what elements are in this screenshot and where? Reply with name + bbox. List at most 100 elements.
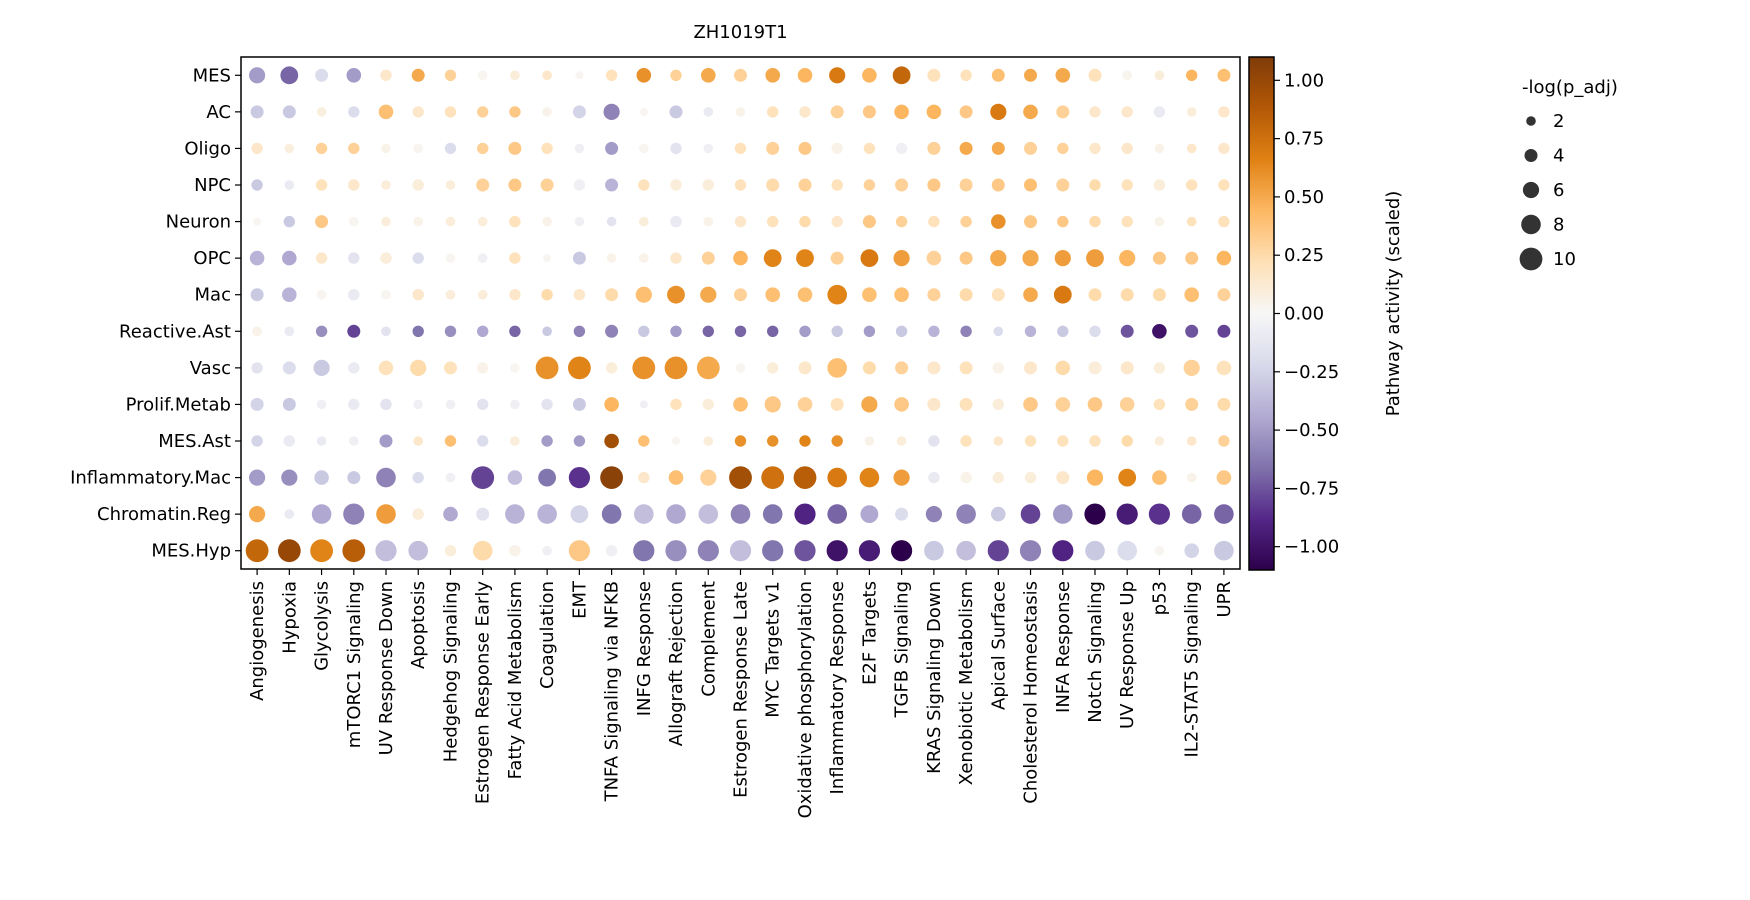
dot-Inflammatory.Mac-Oxidative phosphorylation: [793, 466, 817, 489]
dot-MES.Ast-Notch Signaling: [1089, 435, 1101, 447]
dot-OPC-UV Response Down: [380, 252, 392, 264]
dot-Prolif.Metab-EMT: [572, 397, 586, 411]
dot-Inflammatory.Mac-Hedgehog Signaling: [445, 472, 456, 483]
x-tick-label: Estrogen Response Early: [473, 581, 494, 804]
dot-OPC-mTORC1 Signaling: [348, 252, 360, 264]
dot-Inflammatory.Mac-INFA Response: [1056, 471, 1070, 485]
dot-Neuron-UV Response Down: [381, 216, 391, 227]
dot-Vasc-UV Response Down: [378, 360, 394, 376]
dot-Oligo-Apoptosis: [413, 143, 424, 154]
dot-Prolif.Metab-MYC Targets v1: [764, 396, 781, 413]
dot-MES.Hyp-KRAS Signaling Down: [924, 540, 944, 561]
dot-OPC-MYC Targets v1: [763, 249, 782, 267]
dot-MES-MYC Targets v1: [765, 68, 780, 83]
dot-OPC-Angiogenesis: [249, 250, 265, 266]
x-tick-label: E2F Targets: [859, 581, 880, 685]
dot-Inflammatory.Mac-Cholesterol Homeostasis: [1024, 471, 1037, 484]
dot-MES-Angiogenesis: [249, 67, 266, 84]
dot-Oligo-Hedgehog Signaling: [444, 142, 457, 155]
dot-Reactive.Ast-Apical Surface: [993, 326, 1004, 337]
dot-Vasc-Inflammatory Response: [827, 358, 847, 378]
dot-Mac-Xenobiotic Metabolism: [959, 288, 973, 302]
dot-Prolif.Metab-TGFB Signaling: [894, 397, 909, 412]
dot-Neuron-Apical Surface: [991, 214, 1006, 229]
dot-MES.Hyp-mTORC1 Signaling: [342, 539, 366, 563]
dot-Neuron-Hypoxia: [283, 215, 295, 228]
dot-Neuron-KRAS Signaling Down: [928, 215, 940, 228]
dot-Neuron-EMT: [574, 216, 585, 227]
dot-MES.Ast-mTORC1 Signaling: [349, 436, 359, 446]
dot-MES.Ast-E2F Targets: [864, 436, 875, 446]
dot-Vasc-Complement: [696, 356, 720, 380]
dot-MES.Hyp-TNFA Signaling via NFKB: [605, 545, 618, 557]
dot-Neuron-Inflammatory Response: [831, 215, 843, 228]
dot-Neuron-Complement: [703, 216, 714, 227]
dot-MES-TNFA Signaling via NFKB: [605, 69, 618, 82]
dot-Prolif.Metab-mTORC1 Signaling: [348, 398, 360, 411]
dot-NPC-Estrogen Response Late: [734, 179, 747, 191]
dot-Inflammatory.Mac-Angiogenesis: [249, 469, 266, 486]
size-legend-marker: [1524, 149, 1538, 162]
dot-AC-Hedgehog Signaling: [444, 106, 457, 118]
dot-OPC-KRAS Signaling Down: [926, 250, 942, 266]
dot-MES.Ast-Oxidative phosphorylation: [799, 435, 811, 447]
dot-MES.Hyp-Glycolysis: [310, 539, 333, 563]
dot-MES.Hyp-Complement: [697, 540, 719, 562]
dot-Reactive.Ast-Xenobiotic Metabolism: [960, 325, 972, 337]
dot-Reactive.Ast-E2F Targets: [863, 325, 876, 337]
dot-Mac-Apoptosis: [412, 289, 424, 301]
dot-NPC-Xenobiotic Metabolism: [959, 178, 973, 192]
dot-NPC-Hedgehog Signaling: [445, 180, 456, 190]
dot-Chromatin.Reg-Inflammatory Response: [827, 504, 847, 524]
y-tick-label: MES.Hyp: [151, 541, 231, 562]
dot-MES-Notch Signaling: [1088, 68, 1102, 82]
dot-MES-Complement: [701, 68, 716, 83]
dot-OPC-Coagulation: [543, 254, 552, 263]
dot-Vasc-Notch Signaling: [1088, 361, 1102, 375]
dot-Inflammatory.Mac-Coagulation: [538, 468, 556, 487]
dot-MES.Hyp-UV Response Down: [375, 540, 397, 562]
dot-Reactive.Ast-Estrogen Response Late: [734, 325, 747, 337]
dot-MES-p53: [1154, 70, 1165, 81]
dot-NPC-Notch Signaling: [1089, 179, 1101, 191]
dot-MES.Ast-Inflammatory Response: [831, 435, 843, 447]
dot-Inflammatory.Mac-UV Response Down: [376, 467, 396, 488]
colorbar-tick-label: −0.75: [1284, 478, 1339, 499]
dot-Prolif.Metab-Inflammatory Response: [830, 397, 844, 411]
dot-OPC-Apical Surface: [990, 250, 1007, 267]
dot-Reactive.Ast-Apoptosis: [412, 325, 424, 337]
dot-MES.Hyp-Apical Surface: [987, 540, 1009, 562]
dot-Inflammatory.Mac-Xenobiotic Metabolism: [960, 471, 972, 484]
dot-MES-mTORC1 Signaling: [346, 68, 362, 83]
x-tick-label: Notch Signaling: [1085, 581, 1106, 723]
dot-MES.Ast-KRAS Signaling Down: [928, 435, 940, 447]
y-tick-label: Oligo: [184, 138, 231, 159]
dot-Prolif.Metab-KRAS Signaling Down: [927, 397, 941, 411]
dot-AC-mTORC1 Signaling: [348, 106, 360, 118]
dot-AC-Coagulation: [542, 107, 552, 117]
dot-Mac-IL2-STAT5 Signaling: [1184, 287, 1199, 303]
dot-Neuron-p53: [1154, 216, 1165, 227]
dot-OPC-UV Response Up: [1119, 250, 1136, 267]
x-tick-label: TNFA Signaling via NFKB: [602, 581, 623, 802]
dot-Vasc-E2F Targets: [862, 361, 876, 375]
dot-OPC-p53: [1152, 251, 1166, 265]
dot-Neuron-UV Response Up: [1121, 215, 1133, 228]
dot-OPC-Hedgehog Signaling: [445, 253, 456, 263]
dot-Reactive.Ast-Hypoxia: [284, 326, 295, 337]
dot-MES-INFA Response: [1055, 68, 1071, 83]
dot-Reactive.Ast-Allograft Rejection: [670, 325, 682, 337]
dot-Reactive.Ast-Oxidative phosphorylation: [799, 325, 811, 337]
dot-Mac-Oxidative phosphorylation: [797, 287, 813, 303]
dot-MES-Coagulation: [542, 70, 552, 81]
dot-NPC-Estrogen Response Early: [476, 178, 490, 192]
dot-Neuron-TGFB Signaling: [895, 215, 908, 228]
y-tick-label: Prolif.Metab: [126, 394, 231, 415]
dot-MES-E2F Targets: [862, 68, 877, 83]
dot-Reactive.Ast-UPR: [1217, 324, 1231, 338]
dot-Mac-INFG Response: [635, 286, 652, 303]
x-tick-label: INFA Response: [1053, 581, 1074, 713]
y-tick-label: Vasc: [190, 358, 231, 379]
dot-Reactive.Ast-Coagulation: [542, 326, 552, 337]
dot-Vasc-mTORC1 Signaling: [348, 362, 360, 374]
